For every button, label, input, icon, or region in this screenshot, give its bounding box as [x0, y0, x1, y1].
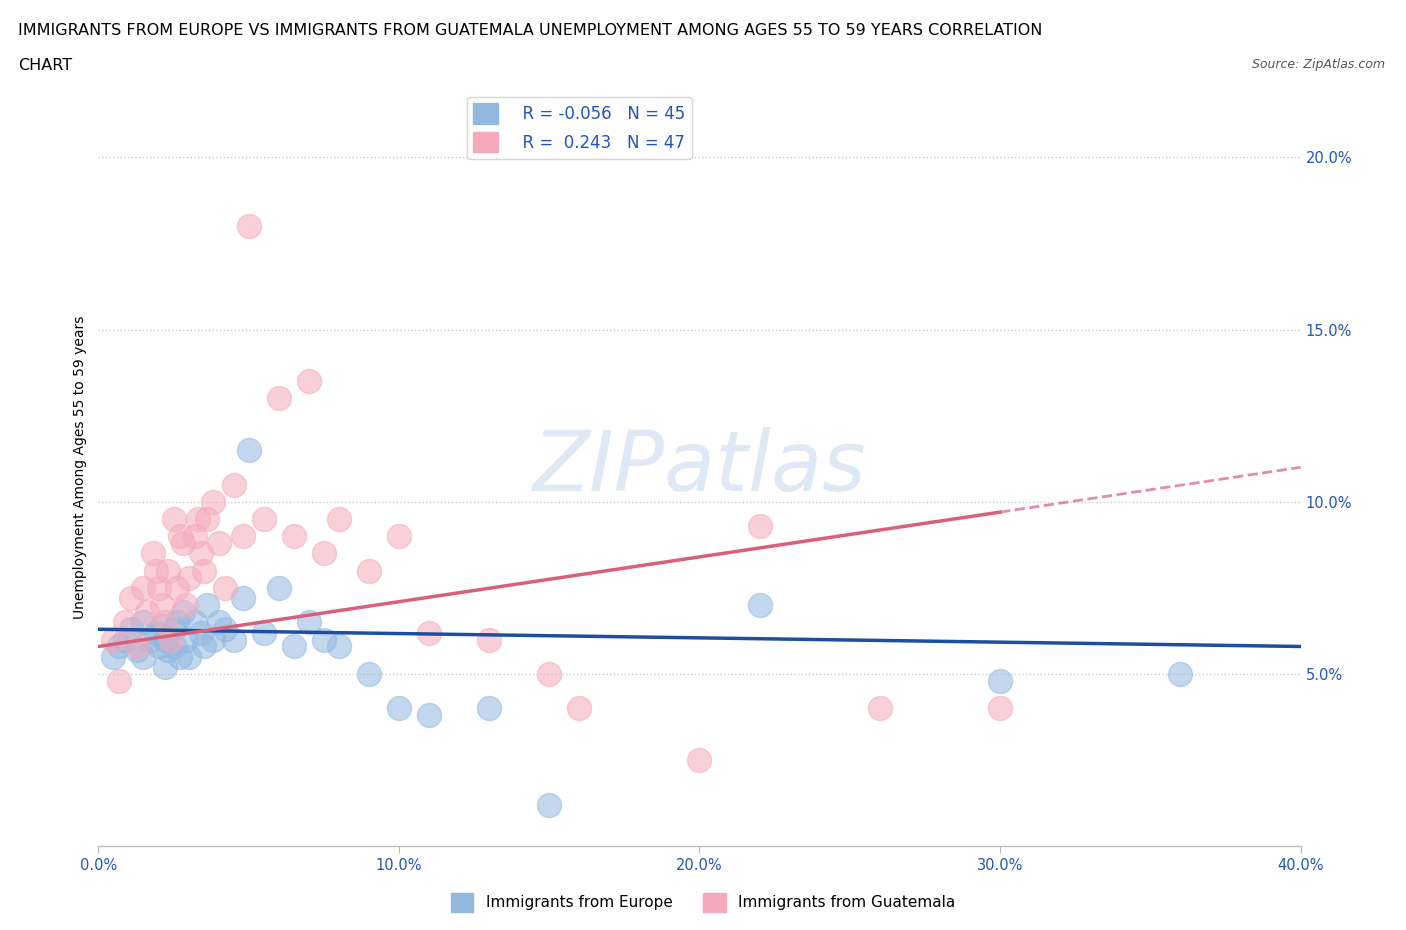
Point	[232, 591, 254, 605]
Point	[201, 495, 224, 510]
Point	[222, 632, 245, 647]
Text: Source: ZipAtlas.com: Source: ZipAtlas.com	[1251, 58, 1385, 71]
Point	[156, 643, 179, 658]
Point	[132, 580, 155, 595]
Point	[162, 512, 184, 526]
Point	[312, 632, 335, 647]
Point	[108, 639, 131, 654]
Point	[748, 598, 770, 613]
Legend:   R = -0.056   N = 45,   R =  0.243   N = 47: R = -0.056 N = 45, R = 0.243 N = 47	[467, 97, 692, 159]
Point	[174, 598, 197, 613]
Y-axis label: Unemployment Among Ages 55 to 59 years: Unemployment Among Ages 55 to 59 years	[73, 315, 87, 619]
Point	[114, 632, 136, 647]
Point	[138, 632, 160, 647]
Point	[357, 667, 380, 682]
Point	[166, 615, 188, 630]
Point	[388, 701, 411, 716]
Point	[135, 604, 157, 619]
Point	[538, 667, 561, 682]
Point	[127, 639, 149, 654]
Text: CHART: CHART	[18, 58, 72, 73]
Point	[253, 625, 276, 640]
Point	[132, 649, 155, 664]
Point	[1170, 667, 1192, 682]
Point	[478, 701, 501, 716]
Point	[208, 615, 231, 630]
Point	[238, 443, 260, 458]
Point	[418, 708, 440, 723]
Point	[748, 518, 770, 533]
Point	[166, 580, 188, 595]
Point	[169, 529, 191, 544]
Point	[159, 632, 181, 647]
Point	[538, 798, 561, 813]
Legend: Immigrants from Europe, Immigrants from Guatemala: Immigrants from Europe, Immigrants from …	[444, 887, 962, 918]
Point	[162, 639, 184, 654]
Point	[357, 564, 380, 578]
Point	[153, 659, 176, 674]
Point	[312, 546, 335, 561]
Point	[150, 618, 173, 633]
Point	[121, 591, 143, 605]
Point	[141, 546, 163, 561]
Point	[187, 512, 209, 526]
Point	[148, 580, 170, 595]
Point	[183, 615, 205, 630]
Point	[283, 529, 305, 544]
Point	[193, 564, 215, 578]
Point	[121, 622, 143, 637]
Point	[169, 649, 191, 664]
Point	[153, 632, 176, 647]
Point	[267, 391, 290, 405]
Point	[208, 536, 231, 551]
Point	[103, 632, 125, 647]
Point	[172, 536, 194, 551]
Point	[195, 598, 218, 613]
Point	[195, 512, 218, 526]
Point	[267, 580, 290, 595]
Point	[988, 673, 1011, 688]
Point	[190, 625, 212, 640]
Text: ZIPatlas: ZIPatlas	[533, 427, 866, 508]
Point	[568, 701, 591, 716]
Point	[177, 649, 200, 664]
Point	[150, 598, 173, 613]
Point	[190, 546, 212, 561]
Point	[132, 615, 155, 630]
Point	[328, 639, 350, 654]
Point	[388, 529, 411, 544]
Point	[103, 649, 125, 664]
Point	[177, 570, 200, 585]
Point	[145, 625, 167, 640]
Point	[183, 529, 205, 544]
Point	[478, 632, 501, 647]
Point	[172, 604, 194, 619]
Point	[114, 615, 136, 630]
Point	[153, 615, 176, 630]
Text: IMMIGRANTS FROM EUROPE VS IMMIGRANTS FROM GUATEMALA UNEMPLOYMENT AMONG AGES 55 T: IMMIGRANTS FROM EUROPE VS IMMIGRANTS FRO…	[18, 23, 1043, 38]
Point	[232, 529, 254, 544]
Point	[148, 639, 170, 654]
Point	[193, 639, 215, 654]
Point	[214, 580, 236, 595]
Point	[328, 512, 350, 526]
Point	[869, 701, 891, 716]
Point	[283, 639, 305, 654]
Point	[988, 701, 1011, 716]
Point	[689, 752, 711, 767]
Point	[156, 564, 179, 578]
Point	[298, 615, 321, 630]
Point	[127, 643, 149, 658]
Point	[145, 564, 167, 578]
Point	[174, 632, 197, 647]
Point	[201, 632, 224, 647]
Point	[298, 374, 321, 389]
Point	[162, 622, 184, 637]
Point	[418, 625, 440, 640]
Point	[253, 512, 276, 526]
Point	[108, 673, 131, 688]
Point	[214, 622, 236, 637]
Point	[238, 219, 260, 233]
Point	[222, 477, 245, 492]
